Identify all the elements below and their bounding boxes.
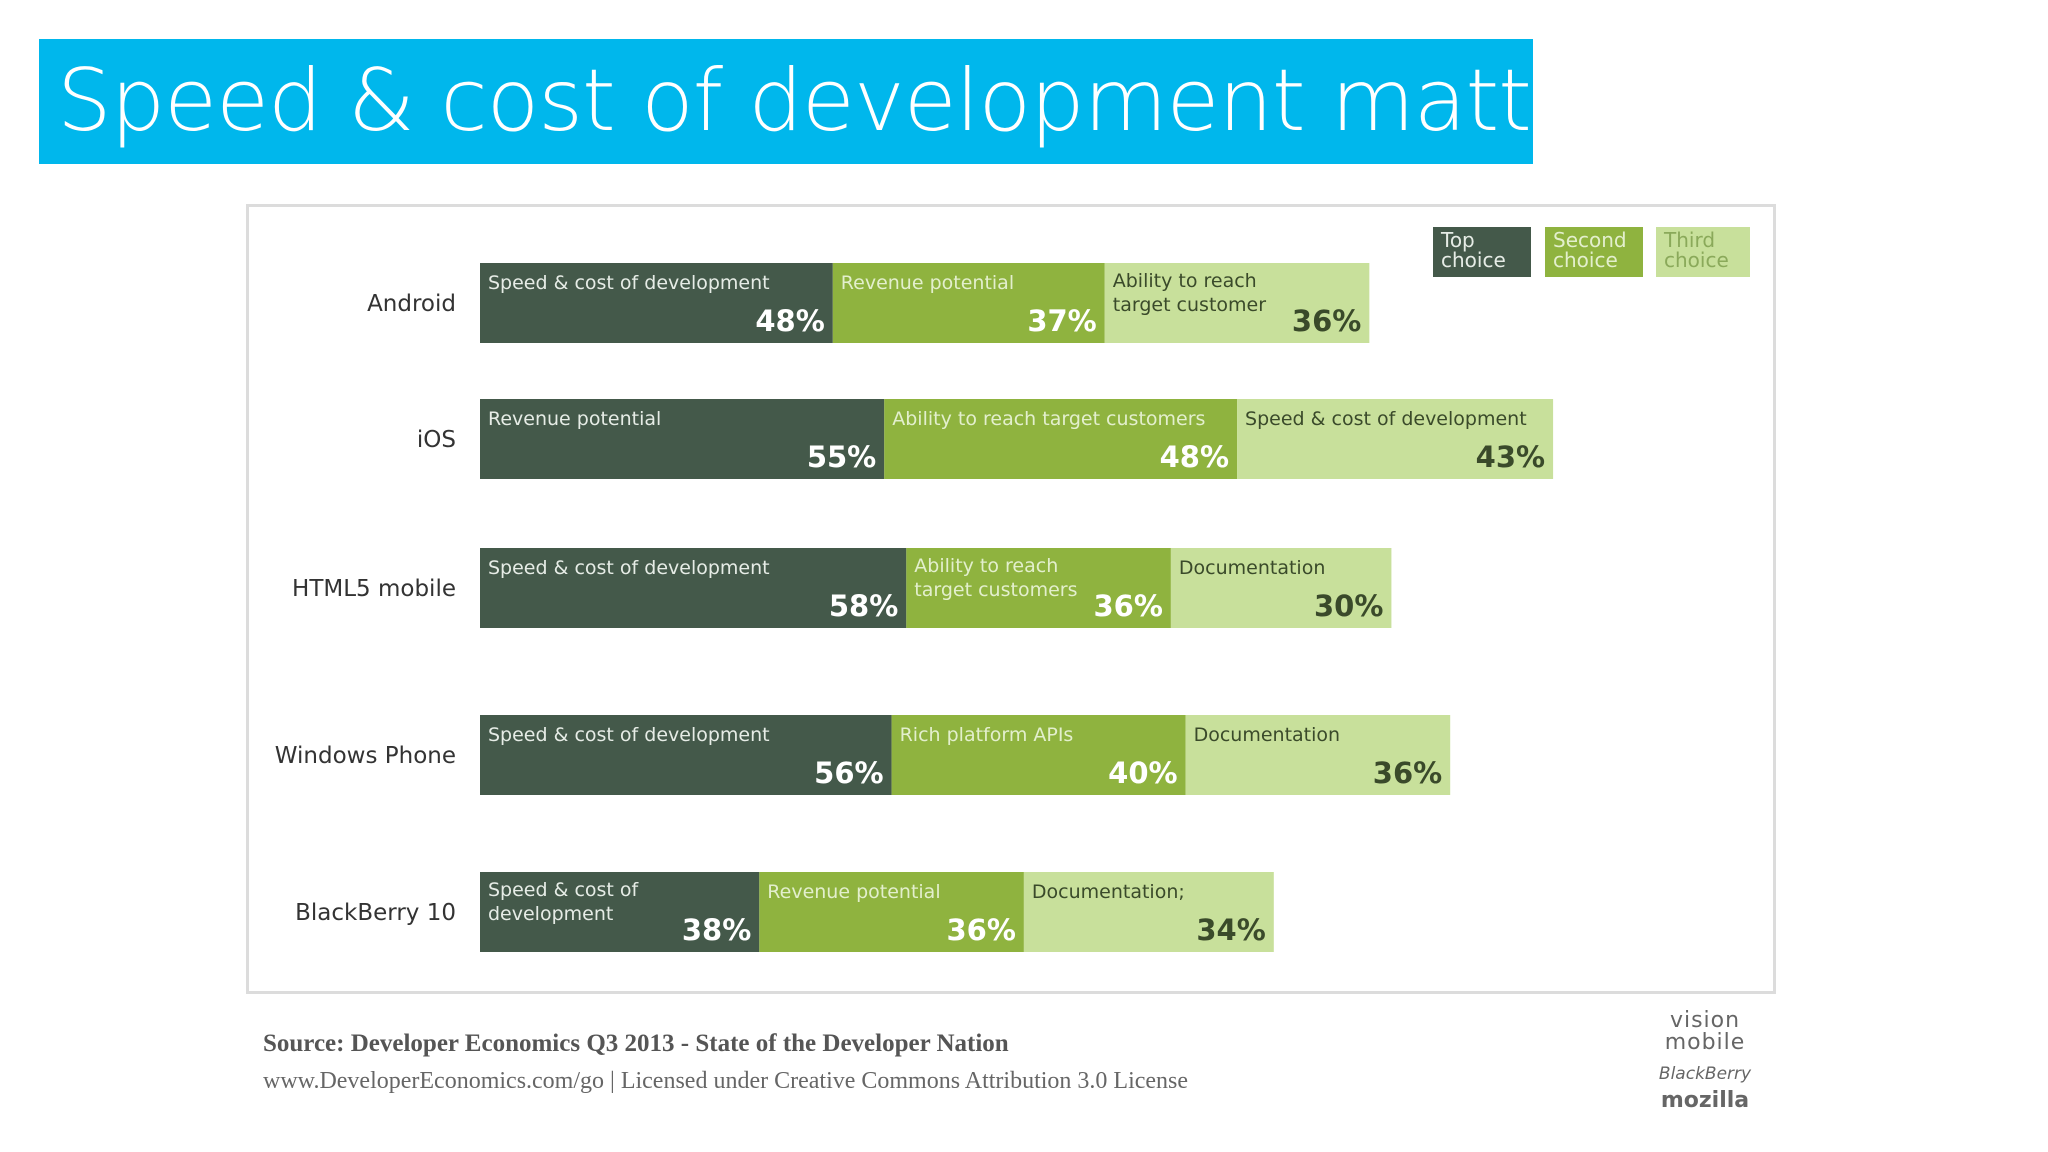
data-label: 55% [807,440,876,474]
segment-label: Ability to reach [914,555,1058,577]
category-label: HTML5 mobile [292,576,456,602]
category-label: iOS [417,427,456,453]
data-label: 30% [1314,589,1383,623]
visionmobile-logo: vision mobile [1664,1008,1746,1055]
title-banner: Speed & cost of development matter [39,39,1618,164]
data-label: 48% [755,304,824,338]
partner-logos: vision mobile BlackBerry mozilla [1630,1008,1780,1114]
segment-label: Documentation [1179,557,1325,579]
segment-label: Speed & cost of development [488,272,770,294]
bar-segment-second [832,263,1105,343]
bar-segment-second [891,715,1186,795]
bar-segment-top [480,715,892,795]
bar-segment-top [480,399,885,479]
bar-segment-third [1170,548,1392,628]
legend-swatch-top [1433,227,1531,277]
legend-label: Second [1553,228,1627,252]
legend-swatch-third [1656,227,1750,277]
data-label: 36% [1292,304,1361,338]
legend-label: Third [1663,228,1715,252]
data-label: 58% [829,589,898,623]
segment-label: Speed & cost of [488,879,640,901]
data-label: 40% [1108,756,1177,790]
data-label: 38% [682,913,751,947]
bar-segment-top [480,548,907,628]
segment-label: Documentation; [1032,881,1185,903]
bar-segment-top [480,872,760,952]
data-label: 36% [946,913,1015,947]
chart-frame: Android Speed & cost of development 48% Rev… [246,204,1776,994]
data-label: 43% [1476,440,1545,474]
segment-label: Speed & cost of development [488,557,770,579]
bar-segment-third [1237,399,1554,479]
segment-label: Documentation [1194,724,1340,746]
mozilla-logo: mozilla [1660,1088,1750,1113]
data-label: 36% [1093,589,1162,623]
data-label: 36% [1373,756,1442,790]
segment-label: Rich platform APIs [900,724,1074,746]
legend-label: choice [1553,248,1618,272]
category-label: Android [367,291,456,317]
category-label: Windows Phone [275,743,456,769]
data-label: 48% [1160,440,1229,474]
segment-label: development [488,903,613,925]
bar-segment-third [1104,263,1370,343]
segment-label: Revenue potential [488,408,661,430]
segment-label: Ability to reach target customers [892,408,1205,430]
data-label: 37% [1027,304,1096,338]
bar-segment-top [480,263,833,343]
segment-label: Revenue potential [841,272,1014,294]
category-label: BlackBerry 10 [295,900,456,926]
legend-label: Top [1440,228,1475,252]
blackberry-logo: BlackBerry [1658,1064,1752,1084]
segment-label: Speed & cost of development [488,724,770,746]
data-label: 56% [814,756,883,790]
stacked-bar-chart: Android Speed & cost of development 48% Rev… [275,227,1750,952]
source-citation: Source: Developer Economics Q3 2013 - St… [263,1030,1009,1057]
license-text: www.DeveloperEconomics.com/go | Licensed… [263,1068,1189,1094]
segment-label: Speed & cost of development [1245,408,1527,430]
data-label: 34% [1196,913,1265,947]
legend-label: choice [1441,248,1506,272]
segment-label: target customer [1113,294,1266,316]
legend-swatch-second [1545,227,1643,277]
slide-title: Speed & cost of development matter [57,51,1618,151]
bar-segment-second [759,872,1024,952]
segment-label: Ability to reach [1113,270,1257,292]
segment-label: target customers [914,579,1077,601]
bar-segment-second [906,548,1171,628]
legend-label: choice [1664,248,1729,272]
bar-segment-third [1023,872,1274,952]
bar-segment-second [884,399,1238,479]
bar-segment-third [1185,715,1451,795]
segment-label: Revenue potential [767,881,940,903]
